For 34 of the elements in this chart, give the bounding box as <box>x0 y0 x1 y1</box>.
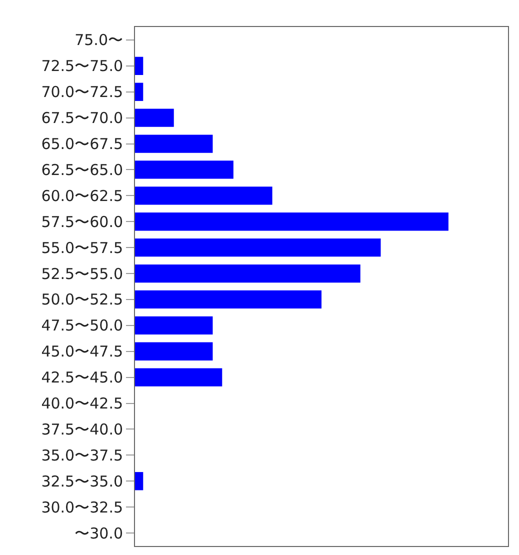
y-tick-label: 65.0〜67.5 <box>41 135 123 154</box>
y-tick-label: 72.5〜75.0 <box>41 57 123 76</box>
bar <box>135 186 272 205</box>
bar <box>135 108 174 127</box>
y-tick-label: 70.0〜72.5 <box>41 83 123 102</box>
y-tick-label: 52.5〜55.0 <box>41 264 123 283</box>
y-tick-label: 45.0〜47.5 <box>41 342 123 361</box>
bar <box>135 238 381 257</box>
y-tick-label: 47.5〜50.0 <box>41 316 123 335</box>
y-tick-label: 67.5〜70.0 <box>41 109 123 128</box>
bar <box>135 134 213 153</box>
bar <box>135 212 448 231</box>
y-tick-label: 35.0〜37.5 <box>41 446 123 464</box>
bar <box>135 56 144 76</box>
y-tick-label: 50.0〜52.5 <box>41 290 123 309</box>
y-tick-label: 62.5〜65.0 <box>41 160 123 179</box>
y-tick-label: 57.5〜60.0 <box>41 212 123 231</box>
y-tick-label: 40.0〜42.5 <box>41 394 123 413</box>
bar <box>135 472 144 490</box>
bar <box>135 160 234 179</box>
y-tick-label: 75.0〜 <box>74 31 123 50</box>
y-tick-label: 30.0〜32.5 <box>41 498 123 516</box>
bar <box>135 82 144 101</box>
bar <box>135 368 222 386</box>
y-tick-label: 〜30.0 <box>74 524 123 542</box>
y-tick-label: 37.5〜40.0 <box>41 420 123 438</box>
bar <box>135 290 322 309</box>
y-tick-label: 55.0〜57.5 <box>41 238 123 257</box>
bar <box>135 316 213 335</box>
bar <box>135 342 213 360</box>
y-tick-label: 32.5〜35.0 <box>41 472 123 490</box>
y-tick-label: 60.0〜62.5 <box>41 186 123 205</box>
bar <box>135 264 360 283</box>
y-tick-label: 42.5〜45.0 <box>41 368 123 387</box>
